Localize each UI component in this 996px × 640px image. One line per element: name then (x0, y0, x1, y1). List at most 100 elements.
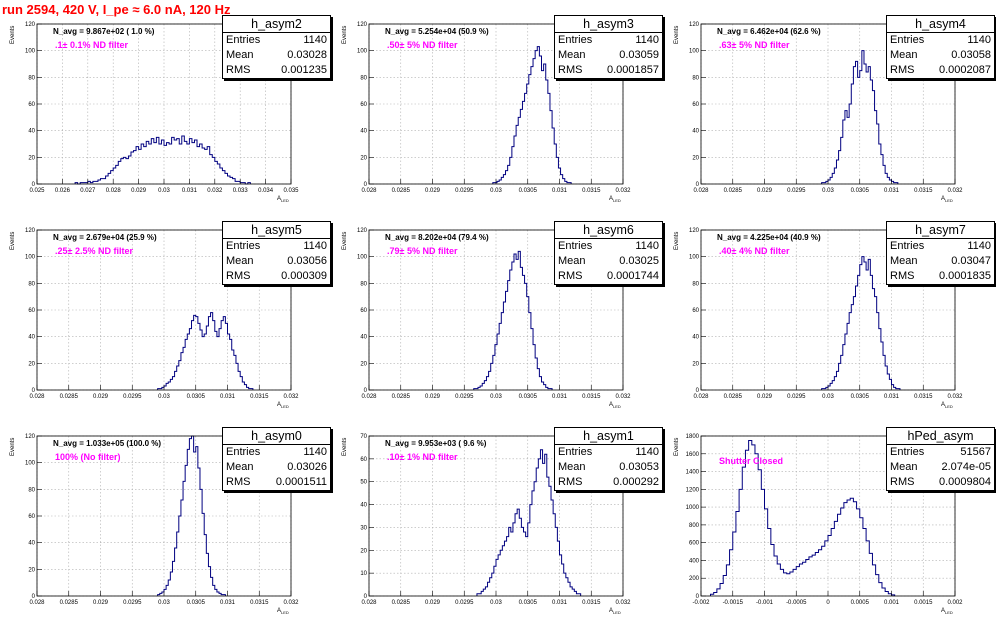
y-tick-label: 0 (364, 388, 368, 394)
y-tick-label: 800 (689, 523, 700, 529)
stats-value-entries: 1140 (303, 446, 327, 458)
x-tick-label: 0.0295 (787, 394, 806, 400)
x-tick-label: 0.0315 (250, 394, 269, 400)
stats-box: h_asym3 Entries 1140 Mean 0.03059 RMS 0.000185… (554, 15, 663, 79)
y-tick-label: 60 (692, 308, 699, 314)
stats-label-entries: Entries (558, 34, 593, 46)
y-tick-label: 20 (692, 361, 699, 367)
stats-row-entries: Entries 1140 (223, 445, 330, 460)
x-axis-label: ALED (941, 608, 953, 615)
x-tick-label: 0.03 (158, 188, 170, 194)
stats-row-entries: Entries 1140 (555, 33, 662, 48)
histogram-panel-h_asym5: 0.028 0.0285 0.029 0.0295 0.03 0.0305 0.031 0.0… (0, 221, 332, 434)
stats-label-rms: RMS (890, 476, 915, 488)
stats-box: hPed_asym Entries 51567 Mean 2.074e-05 RMS 0.0… (886, 427, 995, 491)
stats-row-entries: Entries 1140 (887, 33, 994, 48)
y-tick-label: 80 (692, 281, 699, 287)
stats-label-mean: Mean (226, 49, 254, 61)
y-tick-label: 200 (689, 576, 700, 582)
x-tick-label: 0.028 (361, 394, 377, 400)
x-tick-label: -0.001 (756, 600, 774, 606)
stats-value-entries: 51567 (960, 446, 991, 458)
histogram-series (821, 256, 901, 390)
y-tick-label: 100 (25, 255, 36, 261)
stats-label-rms: RMS (226, 270, 251, 282)
x-tick-label: 0.029 (425, 188, 441, 194)
stats-label-mean: Mean (890, 255, 918, 267)
stats-value-mean: 0.03028 (287, 49, 327, 61)
stats-label-mean: Mean (226, 461, 254, 473)
stats-row-mean: Mean 0.03025 (555, 254, 662, 269)
stats-value-rms: 0.0009804 (939, 476, 991, 488)
y-tick-label: 80 (360, 75, 367, 81)
stats-value-rms: 0.0001744 (607, 270, 659, 282)
y-tick-label: 1600 (686, 452, 700, 458)
stats-value-rms: 0.000309 (281, 270, 327, 282)
stats-box: h_asym0 Entries 1140 Mean 0.03026 RMS 0.000151… (222, 427, 331, 491)
x-tick-label: 0.0315 (250, 600, 269, 606)
page-title: run 2594, 420 V, I_pe ≈ 6.0 nA, 120 Hz (2, 2, 231, 17)
x-tick-label: 0.029 (425, 394, 441, 400)
y-tick-label: 60 (360, 457, 367, 463)
stats-row-entries: Entries 1140 (555, 445, 662, 460)
x-tick-label: 0.03 (822, 394, 834, 400)
stats-row-mean: Mean 0.03026 (223, 460, 330, 475)
y-tick-label: 100 (25, 461, 36, 467)
stats-row-mean: Mean 0.03059 (555, 48, 662, 63)
y-axis-label: Events (10, 437, 16, 456)
x-tick-label: 0.033 (233, 188, 249, 194)
y-tick-label: 0 (32, 388, 36, 394)
y-axis-label: Events (674, 231, 680, 250)
filter-label: .40± 4% ND filter (719, 246, 790, 256)
stats-value-mean: 0.03025 (619, 255, 659, 267)
x-tick-label: 0.032 (615, 600, 631, 606)
n-avg-label: N_avg = 1.033e+05 (100.0 %) (53, 439, 162, 448)
y-tick-label: 20 (692, 155, 699, 161)
stats-label-mean: Mean (558, 255, 586, 267)
x-tick-label: 0.0315 (914, 188, 933, 194)
x-axis-label-sub: LED (281, 404, 289, 410)
filter-label: .10± 1% ND filter (387, 452, 458, 462)
histogram-plot: -0.002 -0.0015 -0.001 -0.0005 0 0.0005 0.001 0.… (686, 434, 964, 606)
x-tick-label: 0.0315 (582, 394, 601, 400)
x-tick-label: 0.031 (220, 394, 236, 400)
y-axis-label: Events (342, 231, 348, 250)
x-axis-label: ALED (277, 608, 289, 615)
x-tick-label: 0.027 (80, 188, 96, 194)
histogram-series (157, 312, 254, 390)
x-axis-label-sub: LED (945, 198, 953, 204)
y-tick-label: 0 (696, 594, 700, 600)
x-axis-label: ALED (941, 196, 953, 203)
x-tick-label: 0.028 (693, 188, 709, 194)
x-tick-label: 0.0295 (455, 188, 474, 194)
x-tick-label: 0.0305 (519, 188, 538, 194)
stats-row-entries: Entries 1140 (223, 239, 330, 254)
x-tick-label: 0.029 (93, 600, 109, 606)
y-tick-label: 60 (28, 102, 35, 108)
x-tick-label: 0.0305 (187, 600, 206, 606)
x-axis-label-main: A (609, 402, 614, 408)
x-tick-label: -0.0015 (723, 600, 744, 606)
x-tick-label: 0.031 (884, 188, 900, 194)
filter-label: .1± 0.1% ND filter (55, 40, 128, 50)
x-axis-label-sub: LED (613, 404, 621, 410)
y-tick-label: 120 (25, 228, 36, 234)
stats-value-entries: 1140 (967, 34, 991, 46)
x-axis-label: ALED (941, 402, 953, 409)
stats-label-rms: RMS (890, 64, 915, 76)
x-tick-label: 0.029 (757, 394, 773, 400)
x-tick-label: 0.031 (552, 600, 568, 606)
x-axis-label-sub: LED (281, 610, 289, 616)
stats-box: h_asym4 Entries 1140 Mean 0.03058 RMS 0.000208… (886, 15, 995, 79)
y-tick-label: 1800 (686, 434, 700, 440)
stats-title: h_asym4 (887, 16, 994, 33)
y-tick-label: 70 (360, 434, 367, 440)
y-tick-label: 60 (360, 308, 367, 314)
stats-value-mean: 0.03026 (287, 461, 327, 473)
x-tick-label: 0.03 (490, 394, 502, 400)
y-axis-label: Events (10, 231, 16, 250)
y-tick-label: 60 (28, 308, 35, 314)
x-axis-label-main: A (941, 196, 946, 202)
x-tick-label: 0.03 (158, 600, 170, 606)
stats-label-entries: Entries (890, 34, 925, 46)
